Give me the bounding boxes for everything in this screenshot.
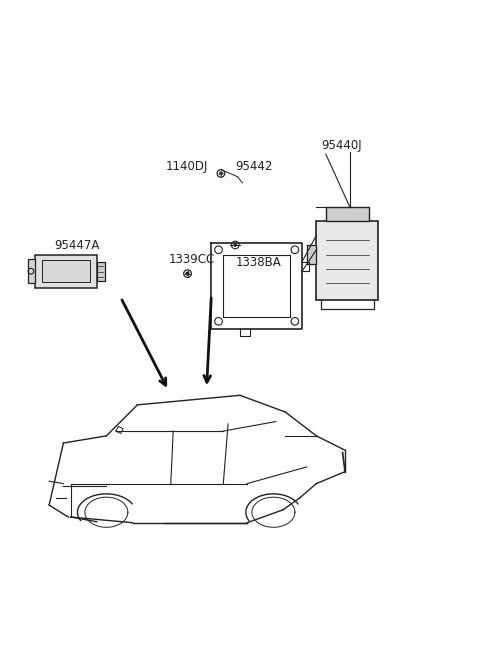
Text: 95447A: 95447A [54, 239, 99, 252]
Text: 1339CC: 1339CC [168, 252, 215, 265]
Circle shape [234, 244, 237, 246]
Bar [35, 254, 97, 288]
Bar [28, 260, 35, 283]
Text: 1338BA: 1338BA [235, 256, 281, 269]
Circle shape [219, 172, 222, 175]
Bar [326, 207, 369, 221]
Circle shape [186, 272, 189, 275]
Text: 1140DJ: 1140DJ [166, 160, 208, 173]
Bar [97, 261, 106, 281]
Bar [42, 260, 90, 283]
Polygon shape [307, 245, 316, 264]
Text: 95442: 95442 [235, 160, 273, 173]
Bar [316, 221, 378, 300]
Text: 95440J: 95440J [321, 139, 362, 152]
